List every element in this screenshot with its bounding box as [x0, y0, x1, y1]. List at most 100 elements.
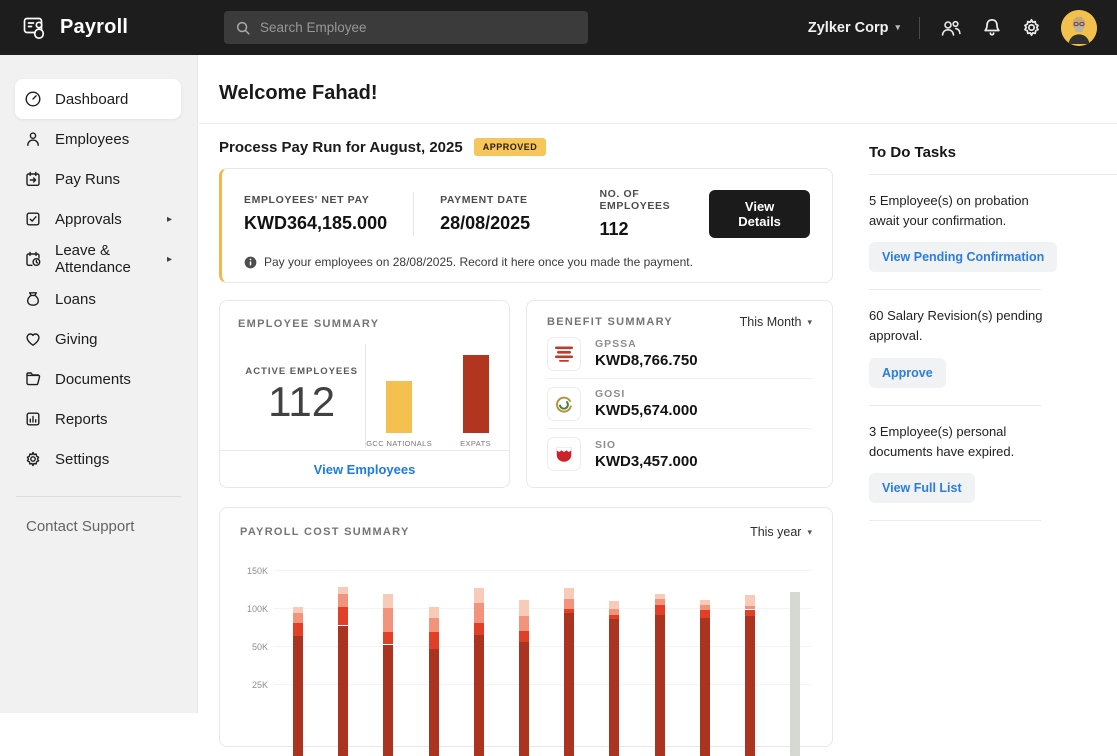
sidebar-item-documents[interactable]: Documents [15, 359, 181, 399]
benefit-amount: KWD5,674.000 [595, 402, 698, 419]
mini-bar-label: GCC NATIONALS [366, 439, 432, 448]
task-action-button[interactable]: View Pending Confirmation [869, 242, 1057, 272]
sidebar-item-approvals[interactable]: Approvals▸ [15, 199, 181, 239]
sidebar-item-label: Leave & Attendance [55, 242, 154, 276]
bar-segment [519, 642, 529, 756]
bar-segment [655, 605, 665, 615]
view-employees-link[interactable]: View Employees [314, 462, 416, 477]
y-axis-tick: 50K [228, 642, 268, 652]
user-avatar[interactable] [1061, 10, 1097, 46]
sidebar-item-settings[interactable]: Settings [15, 439, 181, 479]
bar-segment [700, 605, 710, 610]
bar-segment [745, 610, 755, 617]
stat-label: EMPLOYEES' NET PAY [244, 194, 387, 206]
search-input[interactable] [260, 20, 577, 35]
cost-period-dropdown[interactable]: This year ▾ [750, 525, 812, 539]
sidebar-item-employees[interactable]: Employees [15, 119, 181, 159]
org-name: Zylker Corp [808, 20, 889, 36]
sidebar-item-leave-attendance[interactable]: Leave & Attendance ▸ [15, 239, 181, 279]
bar-segment [293, 613, 303, 623]
sidebar-item-reports[interactable]: Reports [15, 399, 181, 439]
sidebar-item-pay-runs[interactable]: Pay Runs [15, 159, 181, 199]
sidebar-item-giving[interactable]: Giving [15, 319, 181, 359]
app-logo: Payroll [20, 13, 202, 43]
sidebar-item-label: Pay Runs [55, 171, 120, 188]
app-name: Payroll [60, 16, 128, 39]
settings-icon [24, 450, 42, 468]
task-divider [869, 520, 1041, 521]
bar-segment [474, 603, 484, 624]
org-selector[interactable]: Zylker Corp ▾ [808, 20, 900, 36]
topbar-divider [919, 17, 920, 39]
sidebar-item-label: Approvals [55, 211, 122, 228]
task-action-button[interactable]: View Full List [869, 473, 975, 503]
bar-segment [519, 631, 529, 642]
bar-segment [609, 601, 619, 609]
benefit-period-dropdown[interactable]: This Month ▾ [740, 315, 812, 329]
gosi-logo [547, 387, 581, 421]
dashboard-icon [24, 90, 42, 108]
bar-segment [474, 623, 484, 635]
sio-logo [547, 437, 581, 471]
task-action-button[interactable]: Approve [869, 358, 946, 388]
todo-panel: To Do Tasks 5 Employee(s) on probation a… [849, 124, 1117, 521]
search-box[interactable] [224, 11, 588, 44]
status-badge: APPROVED [474, 138, 547, 156]
sidebar-item-loans[interactable]: Loans [15, 279, 181, 319]
approvals-icon [24, 210, 42, 228]
payruns-icon [24, 170, 42, 188]
bar-segment [293, 607, 303, 614]
chart-gridline [274, 608, 812, 609]
bar-segment [700, 610, 710, 618]
documents-icon [24, 370, 42, 388]
mini-bar-label: EXPATS [460, 439, 491, 448]
page-title: Welcome Fahad! [219, 82, 378, 105]
bar-segment [383, 632, 393, 645]
bar-segment [474, 588, 484, 603]
mini-bar-group: GCC NATIONALS [366, 381, 432, 448]
chevron-down-icon: ▾ [895, 23, 900, 32]
y-axis-tick: 150K [228, 566, 268, 576]
cost-period-value: This year [750, 525, 801, 539]
bar-segment [383, 608, 393, 632]
task-text: 3 Employee(s) personal documents have ex… [869, 422, 1059, 462]
bar-segment [745, 616, 755, 756]
mini-bar-group: EXPATS [460, 355, 491, 448]
benefit-name: SIO [595, 439, 698, 451]
bar-segment [429, 607, 439, 618]
bar-segment [293, 636, 303, 756]
bar-segment [338, 587, 348, 595]
bar-segment [338, 594, 348, 607]
chevron-right-icon: ▸ [167, 254, 172, 265]
bar-segment [564, 599, 574, 609]
benefit-name: GPSSA [595, 338, 698, 350]
sidebar-item-dashboard[interactable]: Dashboard [15, 79, 181, 119]
bell-icon[interactable] [982, 17, 1002, 38]
info-icon [244, 256, 257, 269]
chart-gridline [274, 646, 812, 647]
bar-segment [519, 600, 529, 615]
payroll-cost-title: PAYROLL COST SUMMARY [240, 526, 410, 538]
gear-icon[interactable] [1021, 17, 1042, 38]
bar-segment [293, 623, 303, 636]
benefit-period-value: This Month [740, 315, 802, 329]
chart-gridline [274, 684, 812, 685]
contact-support-link[interactable]: Contact Support [0, 497, 197, 535]
bar-segment [700, 600, 710, 605]
bar-segment [429, 632, 439, 649]
search-icon [235, 20, 251, 36]
bar-segment [429, 649, 439, 756]
view-details-button[interactable]: View Details [709, 190, 810, 238]
bar-segment [338, 607, 348, 625]
users-icon[interactable] [939, 17, 963, 39]
employee-mini-chart: GCC NATIONALS EXPATS [366, 344, 491, 448]
bar-segment [383, 594, 393, 608]
stat-label: NO. OF EMPLOYEES [599, 188, 709, 212]
bar-segment [564, 588, 574, 599]
